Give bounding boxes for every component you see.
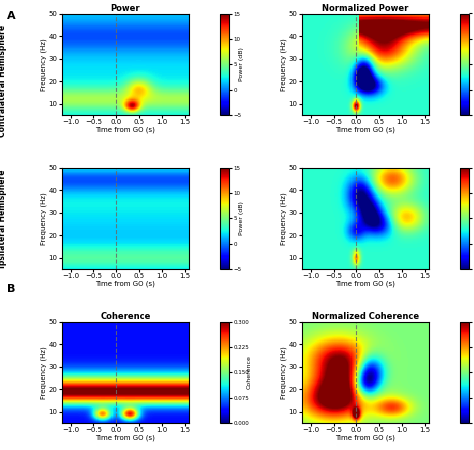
Y-axis label: Frequency (Hz): Frequency (Hz) [41,192,47,245]
Text: Ipsilateral Hemisphere: Ipsilateral Hemisphere [0,169,7,267]
Title: Normalized Power: Normalized Power [322,4,409,13]
Y-axis label: Coherence: Coherence [247,356,252,389]
Y-axis label: Power (dB): Power (dB) [239,201,244,235]
Y-axis label: Frequency (Hz): Frequency (Hz) [281,192,287,245]
X-axis label: Time from GO (s): Time from GO (s) [95,435,155,441]
Text: B: B [7,284,16,293]
Title: Normalized Coherence: Normalized Coherence [312,312,419,321]
X-axis label: Time from GO (s): Time from GO (s) [336,126,395,133]
Title: Power: Power [110,4,140,13]
Y-axis label: Frequency (Hz): Frequency (Hz) [281,346,287,399]
Title: Coherence: Coherence [100,312,151,321]
Y-axis label: Frequency (Hz): Frequency (Hz) [41,38,47,90]
Y-axis label: Frequency (Hz): Frequency (Hz) [41,346,47,399]
Y-axis label: Power (dB): Power (dB) [239,47,244,81]
Text: A: A [7,11,16,21]
X-axis label: Time from GO (s): Time from GO (s) [95,126,155,133]
Text: Contralateral Hemisphere: Contralateral Hemisphere [0,25,7,137]
X-axis label: Time from GO (s): Time from GO (s) [95,280,155,287]
X-axis label: Time from GO (s): Time from GO (s) [336,280,395,287]
Y-axis label: Frequency (Hz): Frequency (Hz) [281,38,287,90]
X-axis label: Time from GO (s): Time from GO (s) [336,435,395,441]
